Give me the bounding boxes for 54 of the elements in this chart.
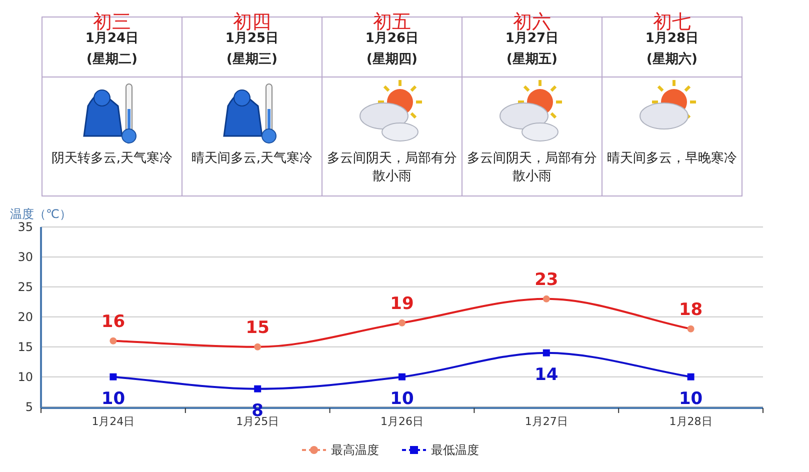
text: 晴天间多云,天气寒冷	[191, 150, 313, 166]
text: 初三	[93, 11, 131, 33]
point	[687, 373, 694, 380]
text: 初七	[653, 11, 691, 33]
text: 初六	[513, 11, 551, 33]
y-tick-label: 15	[18, 340, 33, 354]
point	[687, 325, 694, 332]
point	[110, 337, 117, 344]
text: (星期三)	[226, 52, 278, 67]
y-tick-label: 10	[18, 370, 33, 384]
data-label: 23	[534, 270, 558, 290]
text: 1月28日	[645, 31, 699, 46]
text: (星期二)	[86, 52, 138, 67]
data-label: 15	[246, 318, 270, 338]
y-tick-label: 5	[25, 400, 33, 414]
data-label: 10	[390, 388, 414, 409]
text: 多云间阴天，局部有分散小雨	[327, 151, 457, 184]
text: 多云间阴天，局部有分散小雨	[467, 151, 597, 184]
legend-label: 最高温度	[331, 443, 379, 457]
data-label: 14	[534, 364, 558, 385]
text: 初四	[233, 11, 271, 33]
text: 1月26日	[365, 31, 419, 46]
x-tick-label: 1月26日	[380, 415, 424, 428]
text: (星期六)	[646, 51, 698, 67]
text: 1月25日	[225, 31, 279, 46]
data-label: 10	[101, 388, 126, 409]
point	[254, 385, 262, 392]
legend-label: 最低温度	[431, 443, 479, 457]
x-tick-label: 1月27日	[524, 415, 568, 428]
x-tick-label: 1月28日	[669, 415, 712, 428]
y-axis-title: 温度（℃）	[10, 207, 72, 221]
point	[542, 349, 550, 356]
x-tick-label: 1月24日	[92, 415, 135, 428]
text: 1月24日	[85, 31, 139, 46]
text: 1月27日	[505, 31, 559, 46]
text: 阴天转多云,天气寒冷	[51, 150, 173, 166]
y-tick-label: 30	[18, 250, 33, 264]
text: (星期五)	[506, 52, 558, 67]
y-tick-label: 20	[18, 310, 33, 324]
text: 晴天间多云，早晚寒冷	[607, 150, 737, 166]
text: 初五	[373, 11, 411, 33]
data-label: 18	[678, 300, 703, 320]
y-tick-label: 35	[18, 220, 33, 234]
x-tick-label: 1月25日	[236, 415, 280, 428]
data-label: 10	[678, 388, 703, 409]
point	[398, 319, 406, 326]
point	[110, 373, 117, 380]
data-label: 19	[390, 294, 414, 314]
text: (星期四)	[366, 52, 418, 67]
data-label: 16	[101, 312, 126, 332]
point	[254, 343, 262, 350]
point	[542, 295, 550, 302]
point	[398, 373, 406, 380]
y-tick-label: 25	[18, 280, 33, 294]
